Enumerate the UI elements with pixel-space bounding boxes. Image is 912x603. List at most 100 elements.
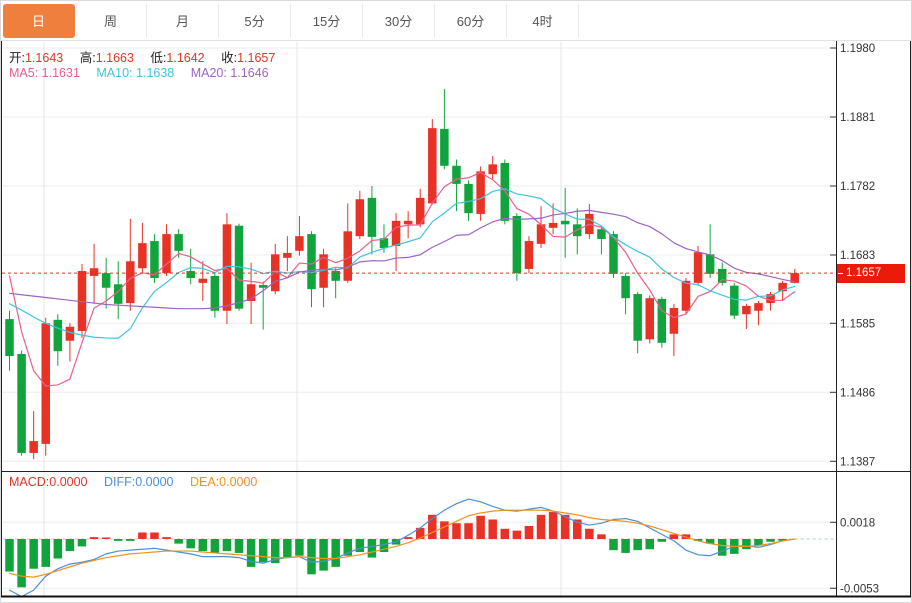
candle-body xyxy=(705,254,715,274)
candle-body xyxy=(89,268,99,276)
macd-bar xyxy=(548,512,558,539)
macd-label: MACD: xyxy=(9,475,50,489)
candle-body xyxy=(53,319,63,352)
macd-bar xyxy=(331,539,340,567)
macd-bar xyxy=(367,539,377,558)
candle-body xyxy=(162,234,171,274)
tab-week[interactable]: 周 xyxy=(75,3,147,38)
ma5-value: 1.1631 xyxy=(41,66,80,80)
high-value: 1.1663 xyxy=(95,51,134,65)
macd-bar xyxy=(307,539,316,575)
macd-bar xyxy=(766,539,775,542)
candle-body xyxy=(355,199,365,237)
candle-body xyxy=(101,273,111,288)
macd-bar xyxy=(452,523,461,539)
axis-label: 1.1387 xyxy=(840,456,875,468)
ohlc-readout: 开:1.1643 高:1.1663 低:1.1642 收:1.1657 xyxy=(9,47,288,66)
macd-bar xyxy=(488,519,497,539)
price-flag-tick xyxy=(838,273,843,274)
axis-label: 1.1683 xyxy=(840,250,875,262)
candle-body xyxy=(754,303,763,311)
tab-month[interactable]: 月 xyxy=(147,3,219,38)
macd-bar xyxy=(476,515,485,539)
macd-bar xyxy=(65,539,75,552)
candle-body xyxy=(512,215,522,274)
macd-bar xyxy=(174,539,183,544)
tab-day[interactable]: 日 xyxy=(3,3,75,38)
macd-bar xyxy=(440,521,449,539)
macd-value: 0.0000 xyxy=(49,475,88,489)
candle-body xyxy=(548,222,558,228)
macd-bar xyxy=(355,539,365,553)
candle-body xyxy=(452,165,461,184)
candle-body xyxy=(331,271,340,281)
macd-bar xyxy=(669,534,679,539)
candle-body xyxy=(271,254,280,292)
macd-bar xyxy=(29,539,38,569)
macd-bar xyxy=(633,539,642,551)
close-value: 1.1657 xyxy=(237,51,276,65)
macd-bar xyxy=(53,539,63,559)
tab-15min[interactable]: 15分 xyxy=(291,3,363,38)
ma5-line xyxy=(8,171,796,387)
macd-bar xyxy=(222,539,232,552)
candle-body xyxy=(5,319,14,357)
candle-body xyxy=(210,275,220,311)
candle-body xyxy=(464,183,473,214)
ma20-value: 1.1646 xyxy=(230,66,269,80)
diff-value: 0.0000 xyxy=(135,475,174,489)
axis-label: 1.1486 xyxy=(840,387,875,399)
open-value: 1.1643 xyxy=(24,51,64,65)
candle-body xyxy=(126,261,135,304)
price-flag-value: 1.1657 xyxy=(846,267,882,279)
candle-body xyxy=(283,252,292,258)
macd-bar xyxy=(645,539,654,550)
macd-bar xyxy=(162,537,171,539)
candle-body xyxy=(65,326,75,341)
candle-body xyxy=(415,197,425,225)
macd-bar xyxy=(705,539,715,544)
candle-body xyxy=(41,323,50,444)
macd-bar xyxy=(17,539,26,588)
tab-60min[interactable]: 60分 xyxy=(435,3,507,38)
axis-label: -0.0053 xyxy=(840,583,879,595)
candle-body xyxy=(657,298,667,343)
tab-4hour[interactable]: 4时 xyxy=(507,3,579,38)
high-label: 高: xyxy=(79,51,96,65)
candle-body xyxy=(222,224,232,311)
macd-bar xyxy=(379,539,389,553)
tab-5min[interactable]: 5分 xyxy=(219,3,291,38)
candle-body xyxy=(138,243,147,269)
candle-body xyxy=(693,252,703,283)
candle-body xyxy=(295,236,304,251)
macd-bar xyxy=(138,532,147,539)
candle-body xyxy=(174,234,183,251)
macd-bar xyxy=(343,539,352,556)
candle-body xyxy=(597,229,606,239)
macd-bar xyxy=(101,537,111,539)
candle-body xyxy=(560,220,570,225)
candle-body xyxy=(186,271,195,278)
tab-30min[interactable]: 30分 xyxy=(363,3,435,38)
macd-bar xyxy=(198,539,208,552)
dea-label: DEA: xyxy=(189,475,220,489)
candle-body xyxy=(379,238,389,249)
macd-bar xyxy=(512,530,522,539)
macd-bar xyxy=(41,539,50,567)
macd-bar xyxy=(271,539,280,564)
candle-body xyxy=(488,164,497,175)
candle-body xyxy=(500,163,510,221)
candle-body xyxy=(790,273,799,283)
candle-body xyxy=(307,234,316,290)
macd-bar xyxy=(778,539,787,541)
macd-bar xyxy=(717,539,727,556)
dea-line xyxy=(8,509,796,578)
macd-bar xyxy=(319,539,328,571)
candle-body xyxy=(367,197,377,237)
macd-bar xyxy=(295,539,304,556)
low-label: 低: xyxy=(150,51,167,65)
ma10-line xyxy=(8,188,796,339)
macd-bar xyxy=(464,523,473,539)
